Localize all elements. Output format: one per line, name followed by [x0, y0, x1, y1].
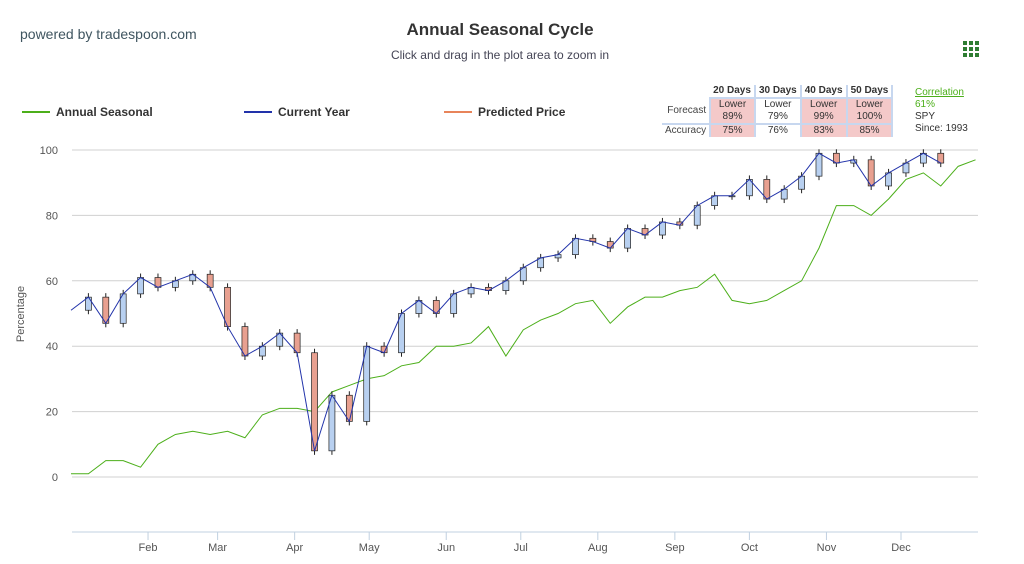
legend-item-annual-seasonal[interactable]: Annual Seasonal: [22, 105, 153, 119]
x-tick-label: Nov: [817, 542, 837, 554]
forecast-40: Lower 99%: [800, 98, 848, 124]
symbol: SPY: [915, 111, 936, 122]
x-tick-label: Jul: [514, 542, 528, 554]
legend-swatch: [244, 111, 272, 113]
forecast-pct: 100%: [856, 111, 883, 122]
y-axis-label: Percentage: [15, 286, 27, 342]
forecast-30: Lower 79%: [754, 98, 802, 124]
legend-item-current-year[interactable]: Current Year: [244, 105, 350, 119]
candle: [311, 352, 318, 452]
accuracy-30: 76%: [754, 123, 802, 137]
chart-title: Annual Seasonal Cycle: [406, 20, 594, 39]
y-tick-label: 80: [46, 210, 58, 222]
legend-label: Predicted Price: [478, 105, 566, 119]
y-tick-label: 40: [46, 341, 58, 353]
hamburger-grid-icon[interactable]: [963, 41, 979, 57]
forecast-table: 20 Days 30 Days 40 Days 50 Days Forecast…: [662, 85, 894, 137]
x-tick-label: Mar: [208, 542, 227, 554]
forecast-label: Forecast: [662, 98, 712, 124]
legend-swatch: [22, 111, 50, 113]
legend-swatch: [444, 111, 472, 113]
forecast-dir: Lower: [718, 99, 747, 110]
y-tick-label: 100: [40, 145, 58, 157]
accuracy-40: 83%: [800, 123, 848, 137]
x-tick-label: Apr: [286, 542, 303, 554]
powered-by-link[interactable]: powered by tradespoon.com: [20, 26, 197, 42]
forecast-dir: Lower: [855, 99, 884, 110]
legend-item-predicted-price[interactable]: Predicted Price: [444, 105, 565, 119]
x-tick-label: Feb: [139, 542, 158, 554]
forecast-dir: Lower: [810, 99, 838, 110]
x-tick-label: Aug: [588, 542, 608, 554]
x-tick-label: Oct: [741, 542, 758, 554]
accuracy-50: 85%: [846, 123, 894, 137]
y-tick-label: 20: [46, 407, 58, 419]
accuracy-20: 75%: [710, 123, 756, 137]
header-50-days: 50 Days: [846, 85, 894, 99]
current-year-line: [70, 152, 941, 451]
correlation-link[interactable]: Correlation: [915, 87, 964, 98]
forecast-pct: 79%: [767, 111, 788, 122]
legend-label: Current Year: [278, 105, 350, 119]
x-tick-label: Dec: [891, 542, 911, 554]
x-tick-label: Sep: [665, 542, 685, 554]
since-year: Since: 1993: [915, 123, 968, 134]
chart-subtitle: Click and drag in the plot area to zoom …: [390, 48, 610, 62]
x-tick-label: Jun: [437, 542, 455, 554]
y-tick-label: 0: [52, 472, 58, 484]
legend-label: Annual Seasonal: [56, 105, 153, 119]
x-tick-label: May: [359, 542, 380, 554]
correlation-value: 61%: [915, 99, 936, 110]
forecast-dir: Lower: [764, 99, 792, 110]
correlation-block: Correlation 61% SPY Since: 1993: [915, 87, 968, 135]
y-tick-label: 60: [46, 276, 58, 288]
header-20-days: 20 Days: [710, 85, 756, 99]
header-40-days: 40 Days: [800, 85, 848, 99]
forecast-pct: 99%: [813, 111, 834, 122]
forecast-20: Lower 89%: [710, 98, 756, 124]
header-30-days: 30 Days: [754, 85, 802, 99]
annual-seasonal-line: [71, 159, 976, 475]
accuracy-label: Accuracy: [662, 123, 712, 137]
forecast-50: Lower 100%: [846, 98, 894, 124]
forecast-pct: 89%: [722, 111, 743, 122]
